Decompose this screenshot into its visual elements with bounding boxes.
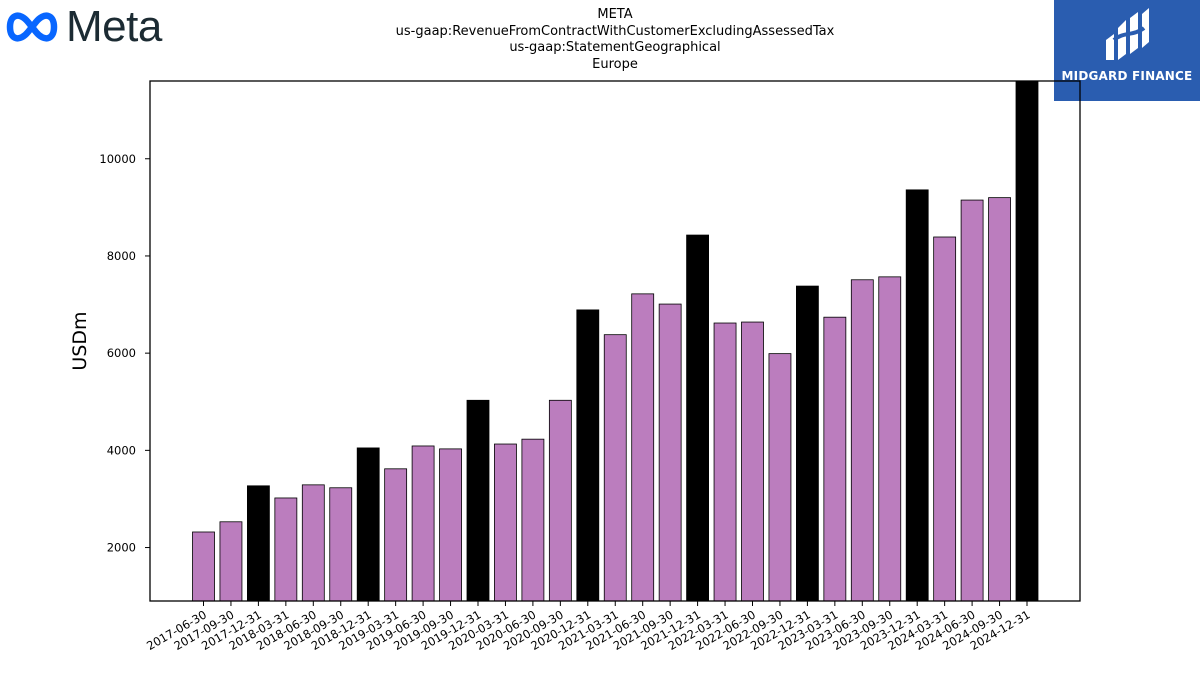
y-axis-label: USDm: [69, 311, 91, 370]
bar-2018-03-31: [274, 497, 298, 602]
bar-2020-12-31: [576, 309, 600, 602]
bar-2021-03-31: [603, 334, 627, 602]
bar-2023-12-31: [905, 189, 929, 602]
x-axis: 2017-06-302017-09-302017-12-312018-03-31…: [144, 601, 1033, 653]
bar-2023-06-30: [850, 279, 874, 602]
y-tick-label: 6000: [107, 346, 136, 360]
bar-2023-03-31: [823, 316, 847, 602]
bar-2018-09-30: [329, 487, 353, 602]
plot-frame: [149, 80, 1081, 602]
bar-2020-06-30: [521, 438, 545, 602]
y-tick-label: 8000: [107, 249, 136, 263]
bar-2021-09-30: [658, 303, 682, 602]
meta-logo: Meta: [4, 2, 162, 52]
y-axis: 2000 4000 6000 8000 10000: [99, 152, 150, 555]
chart-title: META us-gaap:RevenueFromContractWithCust…: [290, 7, 940, 73]
bar-2017-06-30: [192, 531, 215, 602]
bar-2024-03-31: [933, 236, 957, 602]
midgard-finance-logo: MIDGARD FINANCE: [1054, 0, 1200, 101]
chart-title-line: META: [597, 7, 633, 22]
bar-2021-12-31: [686, 234, 709, 602]
bar-2019-03-31: [384, 468, 408, 602]
bar-2019-12-31: [466, 399, 490, 602]
midgard-logo-text: MIDGARD FINANCE: [1061, 69, 1193, 83]
meta-infinity-icon: [6, 12, 58, 42]
bar-2022-09-30: [768, 353, 792, 602]
bar-2022-03-31: [713, 322, 737, 602]
bar-2024-09-30: [988, 197, 1011, 602]
bar-2017-12-31: [246, 485, 270, 602]
midgard-emblem-icon: [1106, 8, 1149, 60]
bar-2019-09-30: [439, 448, 462, 602]
bar-2022-06-30: [741, 321, 764, 602]
y-tick-label: 4000: [107, 443, 136, 457]
bar-2024-06-30: [960, 199, 984, 602]
chart-title-line: us-gaap:StatementGeographical: [509, 40, 721, 55]
bars-group: [192, 80, 1039, 602]
bar-2020-03-31: [494, 443, 517, 602]
chart-title-line: us-gaap:RevenueFromContractWithCustomerE…: [395, 23, 835, 39]
y-tick-label: 10000: [99, 152, 136, 166]
y-tick-label: 2000: [107, 541, 136, 555]
bar-2018-06-30: [301, 484, 325, 602]
bar-2017-09-30: [219, 521, 243, 602]
bar-2022-12-31: [796, 285, 819, 602]
bar-2020-09-30: [548, 399, 572, 602]
bar-2024-12-31: [1015, 80, 1039, 602]
bar-2018-12-31: [356, 447, 380, 602]
bar-2023-09-30: [878, 276, 902, 602]
bar-2021-06-30: [631, 293, 655, 602]
bar-2019-06-30: [411, 445, 435, 602]
meta-logo-text: Meta: [66, 2, 162, 51]
chart-title-line: Europe: [592, 56, 638, 72]
